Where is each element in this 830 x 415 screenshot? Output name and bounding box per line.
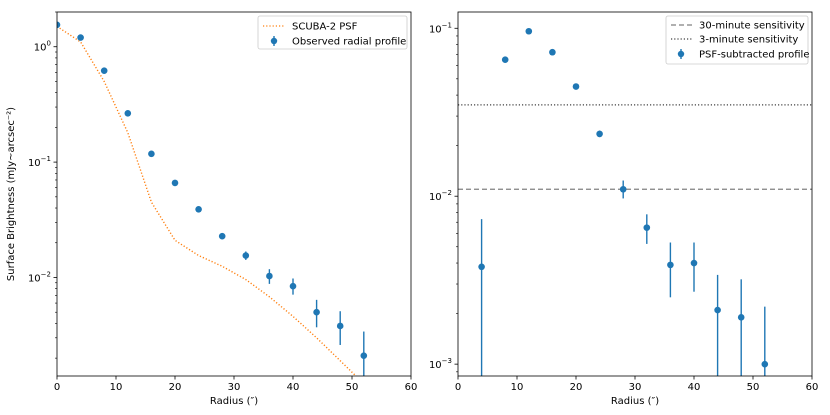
right-legend-box bbox=[665, 15, 809, 65]
x-tick-label: 30 bbox=[228, 382, 241, 393]
data-point bbox=[737, 314, 745, 321]
psf-line bbox=[57, 25, 357, 376]
x-tick-label: 60 bbox=[806, 382, 819, 393]
data-point bbox=[667, 261, 674, 269]
x-tick-label: 10 bbox=[110, 382, 123, 393]
legend-label-30min: 30-minute sensitivity bbox=[699, 21, 805, 32]
data-point bbox=[478, 263, 485, 271]
legend-label-observed: Observed radial profile bbox=[292, 37, 406, 48]
right-plot-marks bbox=[458, 27, 812, 376]
right-axes-frame bbox=[457, 11, 813, 377]
data-point bbox=[501, 56, 509, 63]
data-point bbox=[336, 322, 344, 330]
right-legend: 30-minute sensitivity 3-minute sensitivi… bbox=[665, 15, 809, 65]
left-legend-box bbox=[257, 15, 408, 50]
x-tick-label: 20 bbox=[169, 382, 182, 393]
data-point bbox=[714, 306, 721, 314]
data-point bbox=[148, 150, 155, 158]
data-point bbox=[289, 282, 297, 290]
x-tick-label: 20 bbox=[570, 382, 583, 393]
right-x-axis-label: Radius (″) bbox=[611, 396, 659, 407]
y-tick-label: 10−3 bbox=[429, 357, 452, 371]
data-point bbox=[572, 83, 580, 90]
x-tick-label: 40 bbox=[688, 382, 701, 393]
data-point bbox=[619, 185, 627, 193]
data-point bbox=[171, 179, 179, 187]
left-panel: 0 10 20 30 40 50 60 10−2 10−1 100 Radius (″) Surf… bbox=[6, 11, 418, 407]
x-tick-label: 0 bbox=[54, 382, 60, 393]
x-tick-label: 30 bbox=[629, 382, 642, 393]
x-tick-label: 0 bbox=[455, 382, 461, 393]
data-point bbox=[360, 352, 368, 359]
x-tick-label: 60 bbox=[405, 382, 418, 393]
legend-label-subtracted: PSF-subtracted profile bbox=[699, 50, 809, 61]
data-point bbox=[525, 27, 533, 35]
data-point bbox=[643, 224, 651, 231]
legend-swatch-observed-marker bbox=[270, 37, 278, 45]
left-axes-frame bbox=[56, 11, 412, 377]
y-tick-label: 10−2 bbox=[429, 189, 452, 203]
left-y-axis-label: Surface Brightness (mJy~arcsec⁻²) bbox=[6, 107, 17, 281]
data-point bbox=[77, 34, 84, 41]
left-x-axis-label: Radius (″) bbox=[210, 396, 258, 407]
data-point bbox=[242, 252, 250, 259]
legend-label-psf: SCUBA-2 PSF bbox=[292, 22, 358, 33]
y-tick-label: 10−2 bbox=[28, 270, 51, 284]
y-tick-label: 10−1 bbox=[429, 21, 452, 35]
data-point bbox=[124, 109, 132, 117]
y-tick-label: 10−1 bbox=[28, 155, 51, 169]
data-point bbox=[218, 232, 226, 240]
x-tick-label: 50 bbox=[747, 382, 760, 393]
data-point bbox=[549, 48, 556, 56]
x-tick-label: 50 bbox=[346, 382, 359, 393]
data-point bbox=[690, 259, 698, 267]
data-point bbox=[596, 130, 603, 138]
right-ticks: 0 10 20 30 40 50 60 10−3 10−2 10−1 bbox=[429, 21, 818, 393]
data-point bbox=[761, 360, 769, 368]
right-panel: 0 10 20 30 40 50 60 10−3 10−2 10−1 Radius (″) 30-… bbox=[429, 11, 818, 407]
data-point bbox=[100, 67, 108, 74]
left-ticks: 0 10 20 30 40 50 60 10−2 10−1 100 bbox=[28, 11, 418, 393]
y-tick-label: 100 bbox=[34, 40, 51, 54]
left-legend: SCUBA-2 PSF Observed radial profile bbox=[257, 15, 408, 50]
legend-label-3min: 3-minute sensitivity bbox=[699, 35, 798, 46]
data-point bbox=[195, 205, 202, 213]
data-point bbox=[313, 308, 320, 316]
x-tick-label: 10 bbox=[511, 382, 524, 393]
x-tick-label: 40 bbox=[287, 382, 300, 393]
legend-swatch-subtracted-marker bbox=[677, 50, 685, 58]
data-point bbox=[57, 21, 61, 29]
left-plot-marks bbox=[57, 21, 368, 376]
data-point bbox=[266, 272, 273, 280]
